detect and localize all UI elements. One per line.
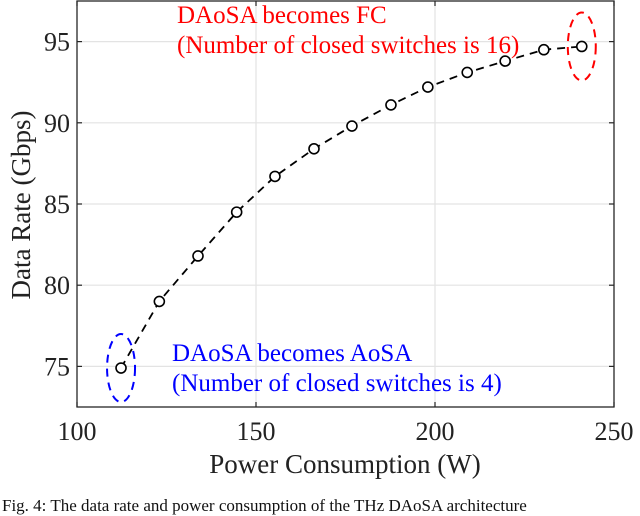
x-tick-label: 250	[595, 417, 634, 446]
data-point-marker	[385, 99, 397, 111]
x-tick-label: 200	[416, 417, 455, 446]
data-point-marker	[538, 43, 550, 56]
series-line	[120, 45, 582, 369]
x-axis-label: Power Consumption (W)	[209, 449, 480, 479]
y-tick-label: 80	[44, 271, 70, 300]
annotation-text-aosa: DAoSA becomes AoSA	[172, 340, 412, 367]
data-point-marker	[422, 81, 434, 93]
y-tick-label: 75	[44, 352, 70, 381]
x-tick-label: 100	[58, 417, 97, 446]
data-point-marker	[499, 55, 511, 67]
x-tick-label: 150	[237, 417, 276, 446]
y-tick-label: 85	[44, 190, 70, 219]
data-point-marker	[192, 250, 204, 262]
annotation-text-fc: DAoSA becomes FC	[177, 2, 387, 29]
y-tick-label: 95	[44, 28, 70, 57]
y-tick-label: 90	[44, 109, 70, 138]
data-series	[115, 40, 588, 374]
chart: 100 150 200 250 75 80 85 90 95 DAoSA becomes FC (…	[6, 0, 634, 479]
grid-lines	[77, 1, 614, 407]
data-point-marker	[153, 295, 166, 308]
data-point-marker	[461, 66, 474, 79]
axes: 100 150 200 250 75 80 85 90 95	[44, 0, 634, 446]
data-point-marker	[575, 40, 588, 53]
figure-caption: Fig. 4: The data rate and power consumpt…	[2, 496, 527, 515]
annotation-ellipse-fc	[566, 11, 597, 82]
annotation-text-aosa: (Number of closed switches is 4)	[172, 370, 502, 397]
annotation-text-fc: (Number of closed switches is 16)	[177, 32, 519, 59]
y-axis-label: Data Rate (Gbps)	[6, 111, 36, 300]
annotation-ellipse-aosa	[106, 333, 137, 404]
data-point-marker	[115, 362, 127, 374]
data-point-marker	[308, 142, 320, 155]
data-point-marker	[346, 120, 358, 132]
annotations: DAoSA becomes FC (Number of closed switch…	[106, 2, 597, 404]
data-point-marker	[230, 206, 243, 218]
data-point-marker	[269, 170, 281, 183]
